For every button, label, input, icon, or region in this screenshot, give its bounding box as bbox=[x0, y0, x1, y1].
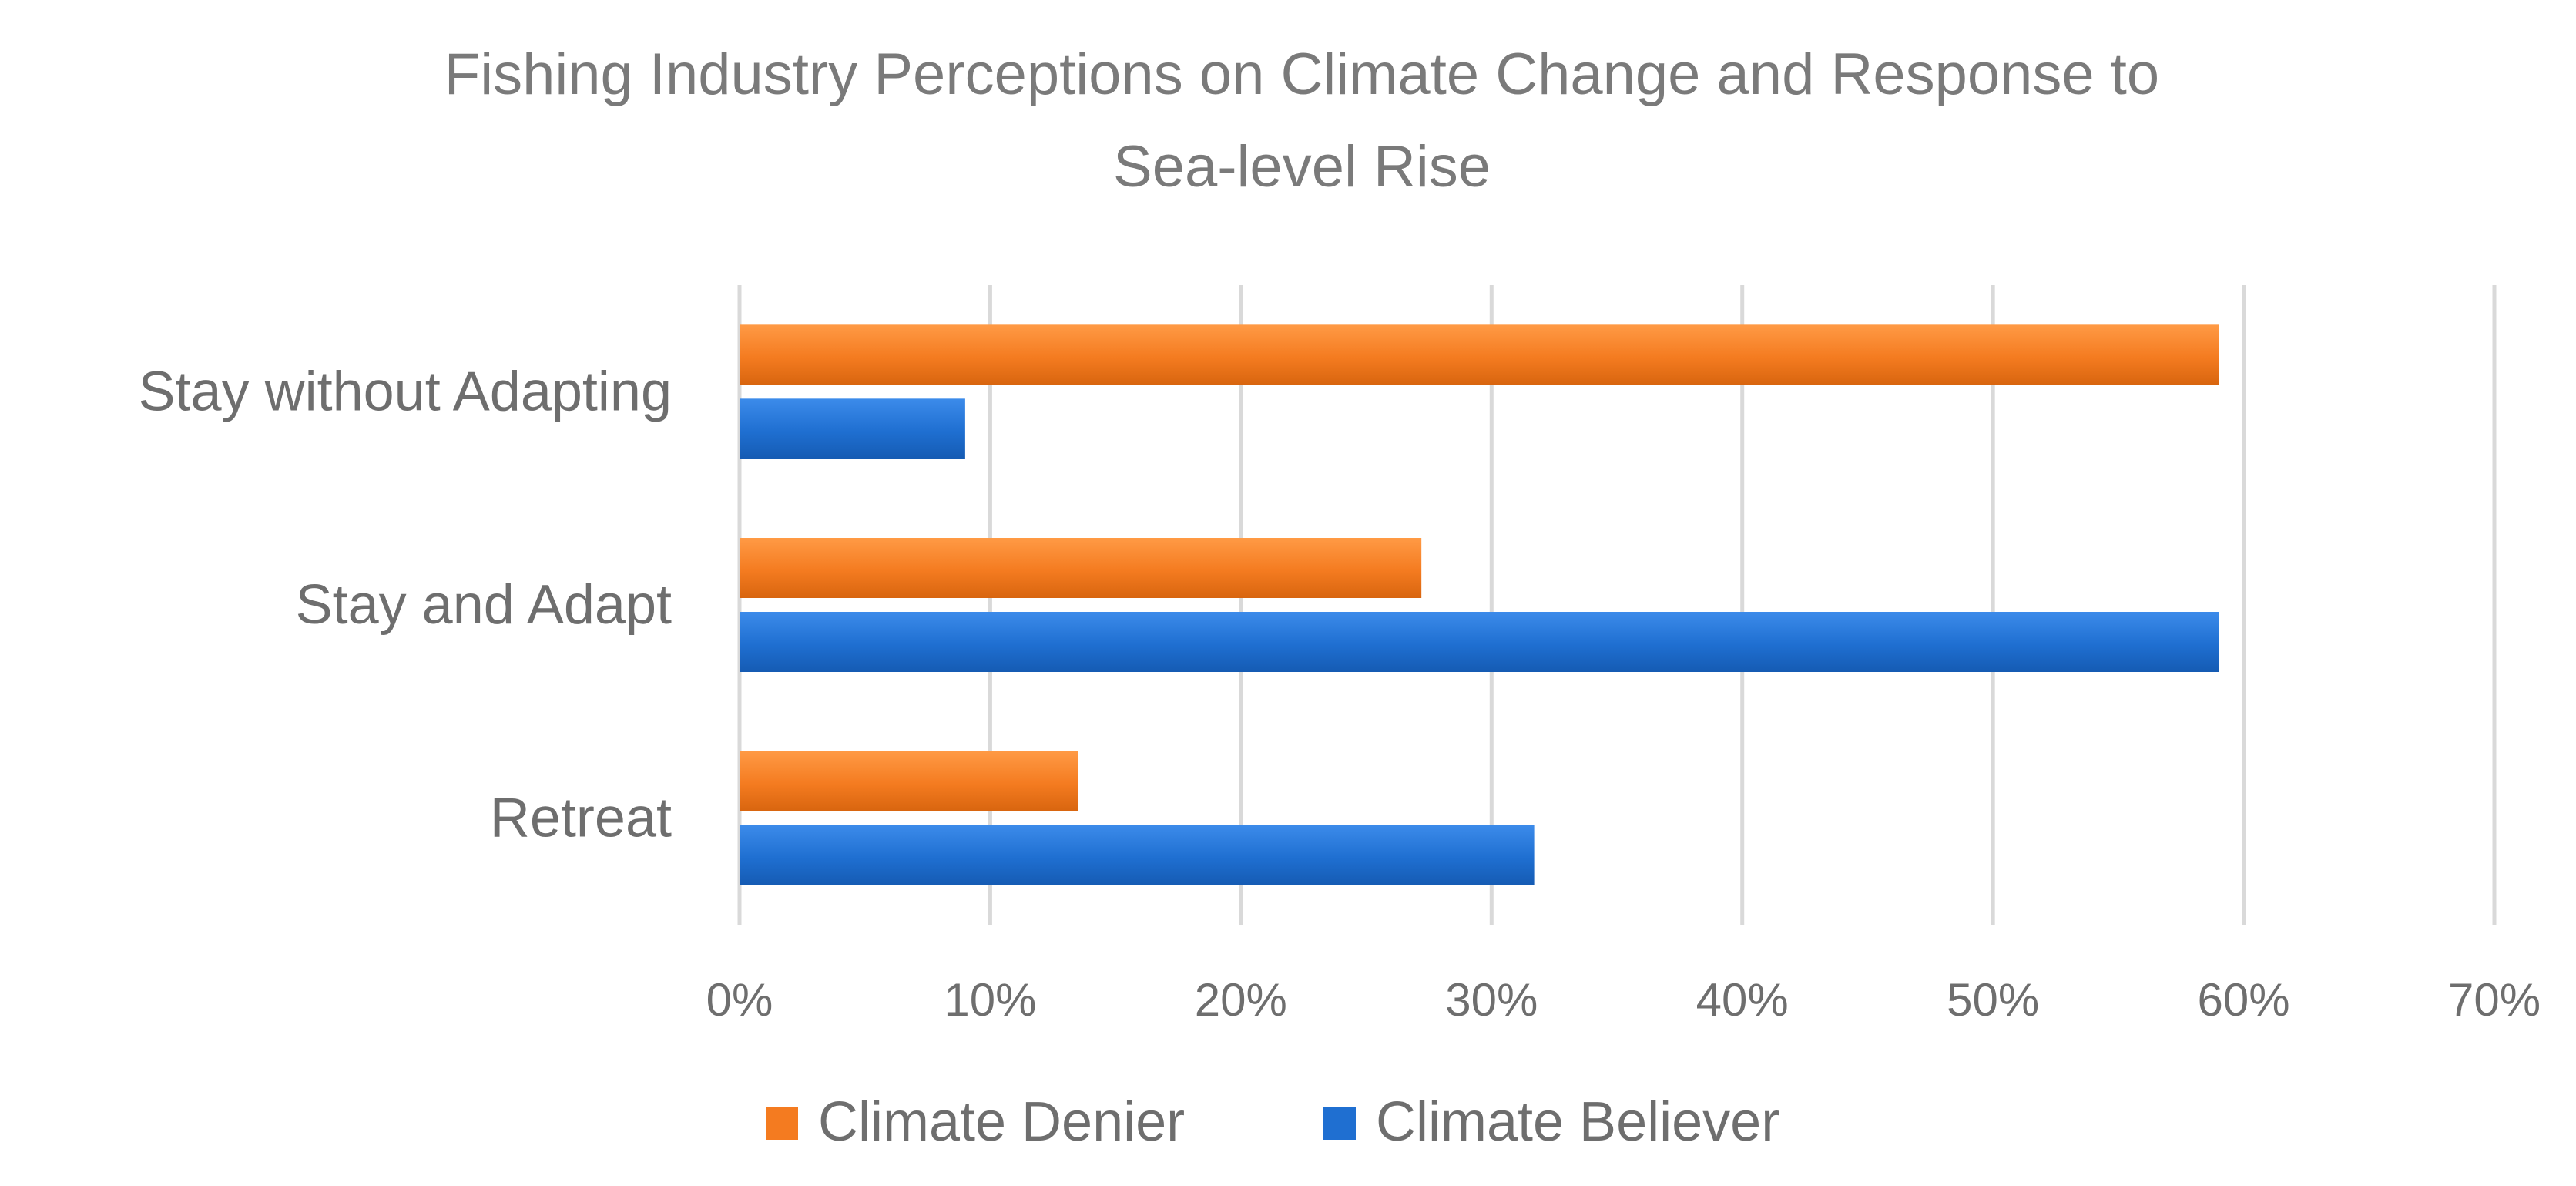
chart-title-line-2: Sea-level Rise bbox=[1113, 134, 1491, 200]
x-tick-label-0: 0% bbox=[706, 974, 773, 1026]
legend-label-climate-believer: Climate Believer bbox=[1376, 1091, 1779, 1153]
x-tick-label-40: 40% bbox=[1696, 974, 1789, 1026]
legend-swatch-climate-believer bbox=[1323, 1107, 1356, 1140]
x-tick-label-50: 50% bbox=[1947, 974, 2039, 1026]
x-axis-tick-labels: 0% 10% 20% 30% 40% 50% 60% 70% bbox=[706, 974, 2541, 1026]
x-tick-label-20: 20% bbox=[1195, 974, 1287, 1026]
x-tick-label-30: 30% bbox=[1445, 974, 1538, 1026]
bar-retreat-climate-denier bbox=[740, 751, 1078, 811]
bar-stay-and-adapt-climate-denier bbox=[740, 538, 1422, 598]
chart-title-line-1: Fishing Industry Perceptions on Climate … bbox=[444, 42, 2159, 107]
bar-stay-without-adapting-climate-denier bbox=[740, 324, 2219, 385]
x-tick-label-60: 60% bbox=[2198, 974, 2290, 1026]
bars bbox=[740, 324, 2219, 885]
category-label-retreat: Retreat bbox=[490, 788, 672, 849]
category-labels: Stay without Adapting Stay and Adapt Retre… bbox=[139, 361, 672, 848]
legend-swatch-climate-denier bbox=[766, 1107, 798, 1140]
category-label-stay-without-adapting: Stay without Adapting bbox=[139, 361, 672, 422]
bar-stay-and-adapt-climate-believer bbox=[740, 612, 2219, 672]
category-label-stay-and-adapt: Stay and Adapt bbox=[296, 574, 672, 636]
x-tick-label-70: 70% bbox=[2448, 974, 2541, 1026]
legend: Climate Denier Climate Believer bbox=[766, 1091, 1779, 1153]
bar-retreat-climate-believer bbox=[740, 825, 1535, 885]
bar-stay-without-adapting-climate-believer bbox=[740, 398, 965, 459]
gridlines bbox=[737, 285, 2497, 925]
x-tick-label-10: 10% bbox=[944, 974, 1036, 1026]
legend-label-climate-denier: Climate Denier bbox=[818, 1091, 1185, 1153]
